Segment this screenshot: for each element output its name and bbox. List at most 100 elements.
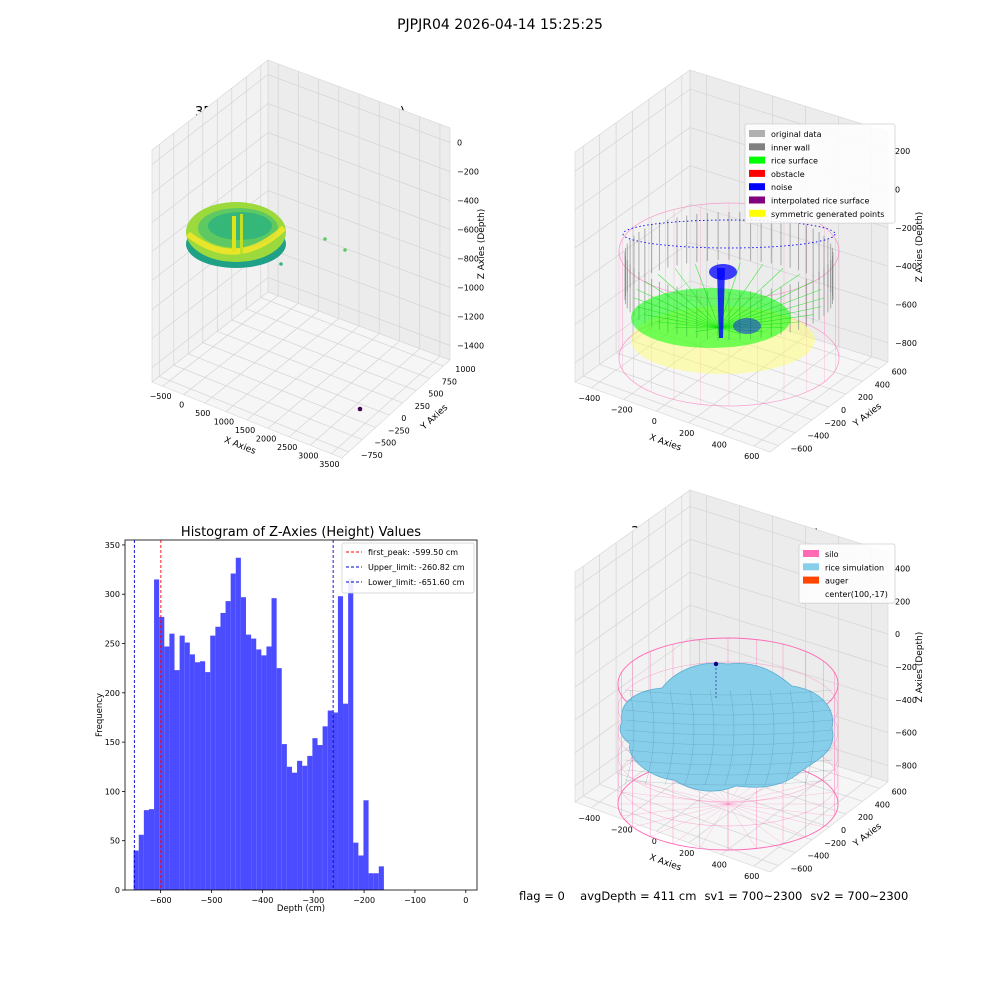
- raw-grid-x: [331, 124, 441, 455]
- cls-noise-cluster: [709, 264, 737, 280]
- cls-xtick-label: −200: [611, 406, 633, 415]
- cls-legend-swatch: [749, 156, 765, 164]
- cls-legend-swatch: [749, 183, 765, 191]
- histogram-bar: [266, 646, 272, 890]
- raw-ztick-label: −600: [457, 226, 479, 235]
- raw-grid-x: [310, 116, 421, 446]
- cls-rice-ray: [636, 289, 720, 329]
- sim-ztick-label: 200: [895, 597, 910, 606]
- cls-ytick-label: −600: [790, 445, 812, 454]
- cls-xtick-label: 200: [679, 429, 694, 438]
- sim-xtick-label: 0: [652, 837, 657, 846]
- sim-ytick-label: 200: [858, 813, 873, 822]
- sim-ylabel: Y Axies: [851, 821, 884, 849]
- cls-rice-ray: [718, 321, 801, 329]
- histogram-ytick-label: 0: [115, 886, 120, 895]
- sim-rice-mesh: [764, 689, 775, 786]
- raw-xtick-label: −500: [150, 392, 172, 401]
- histogram-bar: [327, 710, 333, 890]
- histogram-bar: [271, 598, 277, 890]
- cls-grid-z: [574, 280, 889, 364]
- cls-rice-ray: [636, 306, 720, 329]
- raw-xtick-label: 3500: [319, 460, 339, 469]
- histogram-bar: [307, 755, 313, 890]
- sim-legend-swatch: [803, 550, 819, 557]
- sim-silo-spoke: [699, 803, 729, 849]
- histogram-bar: [164, 646, 170, 890]
- cls-legend-label: noise: [771, 183, 792, 192]
- raw-xtick-label: 3000: [298, 451, 318, 460]
- cls-grid-y: [632, 111, 830, 408]
- sim-grid-x: [753, 546, 872, 867]
- sim-ytick-label: 600: [892, 787, 907, 796]
- sim-silo-spoke: [632, 780, 729, 805]
- sim-silo-spoke: [727, 803, 824, 828]
- status-footer: flag = 0 avgDepth = 411 cm sv1 = 700~2300…: [519, 889, 916, 903]
- raw-grid-z: [151, 277, 451, 368]
- histogram-xlabel: Depth (cm): [277, 904, 325, 914]
- raw-grid-y: [202, 110, 390, 416]
- raw-auger-points: [240, 214, 243, 254]
- sim-ztick-label: −200: [895, 663, 917, 672]
- cls-rice-ray: [718, 273, 801, 329]
- histogram-legend-label: Upper_limit: -260.82 cm: [368, 563, 465, 572]
- sim-ztick-label: −600: [895, 729, 917, 738]
- histogram-legend-label: Lower_limit: -651.60 cm: [368, 578, 465, 587]
- cls-legend-label: rice surface: [771, 157, 818, 166]
- sim-legend: [798, 543, 896, 604]
- cls-ztick-label: −200: [895, 224, 917, 233]
- histogram-bar: [133, 850, 139, 890]
- cls-ytick-label: 600: [892, 367, 907, 376]
- histogram-xtick-label: −300: [302, 896, 324, 905]
- chart-histogram: Histogram of Z-Axies (Height) Values −600…: [95, 525, 478, 914]
- avg-depth-readout: avgDepth = 411 cm: [580, 889, 697, 903]
- histogram-frame: [124, 539, 478, 891]
- cls-xtick-label: 0: [652, 417, 657, 426]
- sv2-readout: sv2 = 700~2300: [810, 889, 909, 903]
- raw-ytick-label: −500: [374, 439, 396, 448]
- sim-legend-swatch: [803, 576, 819, 584]
- sim-rice-mesh: [644, 689, 655, 786]
- sim-rice-mesh: [624, 779, 833, 786]
- histogram-bar: [138, 834, 144, 890]
- cls-rice-ray: [718, 281, 814, 329]
- cls-legend: [744, 123, 896, 224]
- cls-rice-ray: [718, 297, 825, 329]
- histogram-bar: [174, 670, 180, 890]
- histogram-bar: [256, 649, 262, 890]
- raw-grid-x: [288, 109, 400, 438]
- raw-grid-y: [187, 121, 376, 428]
- cls-rice-ray: [674, 268, 720, 329]
- cls-ztick-label: −600: [895, 301, 917, 310]
- raw-xtick-label: 1500: [235, 426, 255, 435]
- histogram-bar: [179, 635, 185, 890]
- sim-ztick-label: 0: [895, 630, 900, 639]
- cls-rice-ray: [644, 281, 720, 329]
- raw-auger-points: [232, 216, 236, 252]
- cls-rice-ray: [695, 264, 720, 329]
- raw-ytick-label: 0: [401, 414, 406, 423]
- raw-grid-z: [151, 103, 451, 194]
- raw-zlabel: Z Axies (Depth): [477, 209, 487, 280]
- sim-rice-mesh: [724, 689, 735, 786]
- sim-ztick-label: 400: [895, 564, 910, 573]
- sim-rice-surface: [619, 662, 834, 792]
- histogram-ylabel: Frequency: [95, 693, 105, 737]
- histogram-legend-label: first_peak: -599.50 cm: [368, 548, 458, 557]
- sim-ytick-label: 400: [875, 800, 890, 809]
- sim-silo-spoke: [727, 780, 824, 805]
- sim-legend-swatch: [803, 563, 819, 571]
- histogram-bar: [251, 638, 257, 890]
- histogram-ytick-label: 200: [105, 689, 120, 698]
- raw-grid-z: [151, 74, 451, 165]
- histogram-bar: [322, 726, 328, 890]
- histogram-bar: [337, 596, 344, 890]
- raw-ztick-label: 0: [457, 139, 462, 148]
- cls-legend-label: interpolated rice surface: [771, 197, 869, 206]
- cls-xtick-label: −400: [578, 394, 600, 403]
- sim-grid-y: [599, 554, 796, 854]
- cls-rice-ray: [633, 297, 720, 329]
- histogram-bar: [194, 662, 201, 890]
- sim-ytick-label: −400: [807, 852, 829, 861]
